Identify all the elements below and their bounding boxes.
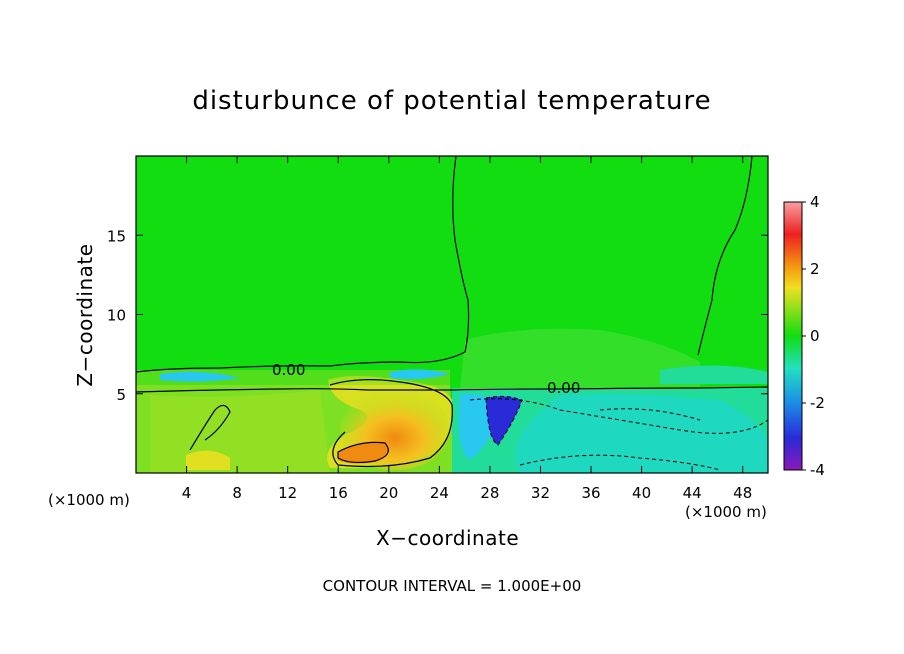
field-lower-left-tint <box>150 390 330 473</box>
y-tick-label: 15 <box>107 227 126 245</box>
x-unit-left: (×1000 m) <box>48 491 130 509</box>
x-tick-label: 20 <box>379 484 398 502</box>
chart-title: disturbunce of potential temperature <box>192 86 712 116</box>
y-tick-label: 5 <box>116 386 126 404</box>
cold-anomaly <box>486 396 522 445</box>
contour-right-upper <box>697 156 753 356</box>
contour-warm-inner <box>337 441 389 464</box>
colorbar-tick-label: -4 <box>810 461 825 479</box>
contour-warm-outer <box>329 379 453 468</box>
y-axis-ticks: 5 10 15 <box>107 227 768 404</box>
colorbar-tick-label: -2 <box>810 394 825 412</box>
heatmap-field <box>136 156 768 473</box>
contour-neg-1 <box>469 398 768 434</box>
contour-negative <box>469 395 768 471</box>
contour-zero-upper <box>136 156 470 373</box>
contour-neg-2 <box>519 454 721 471</box>
x-tick-label: 28 <box>480 484 499 502</box>
cyan-band-left <box>160 371 240 382</box>
yellow-patch <box>186 450 230 470</box>
x-tick-label: 24 <box>430 484 449 502</box>
contour-neg-cold <box>485 395 523 446</box>
x-tick-label: 36 <box>581 484 600 502</box>
cyan-band-right <box>390 369 450 380</box>
colorbar-tick-label: 4 <box>810 193 820 211</box>
x-tick-label: 16 <box>329 484 348 502</box>
contour-zero-lower <box>136 386 768 393</box>
x-tick-label: 40 <box>632 484 651 502</box>
y-tick-label: 10 <box>107 307 126 325</box>
x-axis-ticks: 4 8 12 16 20 24 28 32 36 40 44 48 <box>182 156 752 502</box>
x-tick-label: 8 <box>232 484 242 502</box>
x-axis-label: X−coordinate <box>376 526 520 550</box>
colorbar-tick-label: 0 <box>810 327 820 345</box>
field-light-region <box>460 328 700 388</box>
colorbar-tick-label: 2 <box>810 260 820 278</box>
contour-label-2: 0.00 <box>547 379 580 397</box>
x-tick-label: 12 <box>278 484 297 502</box>
x-tick-label: 4 <box>182 484 192 502</box>
warm-anomaly-peak <box>338 441 389 464</box>
contour-lines <box>136 156 768 468</box>
cyan-band-far-right <box>660 365 768 384</box>
x-tick-label: 32 <box>531 484 550 502</box>
contour-neg-3 <box>599 408 701 421</box>
colorbar-ticks: 4 2 0 -2 -4 <box>802 193 825 479</box>
contour-label-1: 0.00 <box>272 361 305 379</box>
colorbar <box>783 201 803 471</box>
x-tick-label: 44 <box>683 484 702 502</box>
cool-region-inner <box>515 394 768 473</box>
contour-interval-text: CONTOUR INTERVAL = 1.000E+00 <box>322 577 582 595</box>
x-tick-label: 48 <box>733 484 752 502</box>
x-unit-right: (×1000 m) <box>685 503 767 521</box>
contour-left-small <box>189 404 231 451</box>
